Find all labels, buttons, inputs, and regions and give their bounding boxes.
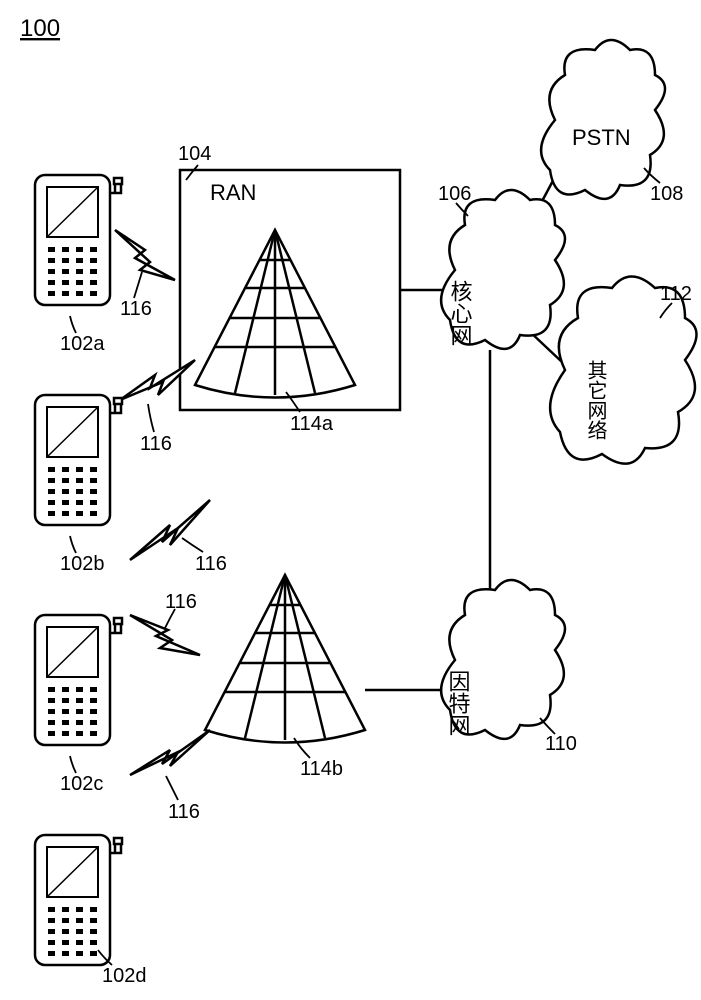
device-c [35,615,122,745]
ran-label: RAN [210,180,256,205]
device-b [35,395,122,525]
device-c-ref: 102c [60,773,103,795]
signal-1: 116 [115,230,175,320]
svg-text:116: 116 [120,298,152,320]
internet-label: 因特网 [446,670,471,736]
other-label: 其它网络 [584,360,607,440]
device-d [35,835,122,965]
core-label: 核心网 [448,280,473,346]
device-b-ref: 102b [60,553,105,575]
other-ref: 112 [660,283,692,305]
figure-title: 100 [20,15,60,42]
internet-ref: 110 [545,733,577,755]
svg-text:116: 116 [168,801,200,823]
signal-5: 116 [130,730,210,823]
network-diagram: 100 RAN 104 114a 114b 核心网 [0,0,701,1000]
svg-text:116: 116 [195,553,227,575]
core-ref: 106 [438,183,471,205]
antenna-b-ref: 114b [300,758,343,780]
internet-cloud: 因特网 110 [441,580,577,755]
svg-text:116: 116 [165,591,197,613]
other-cloud: 其它网络 112 [550,277,696,464]
device-a-ref: 102a [60,333,105,355]
pstn-label: PSTN [572,125,631,150]
device-d-ref: 102d [102,965,147,987]
pstn-ref: 108 [650,183,683,205]
signal-4: 116 [130,591,200,655]
pstn-cloud: PSTN 108 [541,40,683,205]
antenna-a-ref: 114a [290,413,334,435]
svg-text:116: 116 [140,433,172,455]
device-a [35,175,122,305]
ran-ref: 104 [178,143,211,165]
antenna-b [205,575,365,743]
core-cloud: 核心网 106 [438,183,565,349]
signal-3: 116 [130,500,227,575]
